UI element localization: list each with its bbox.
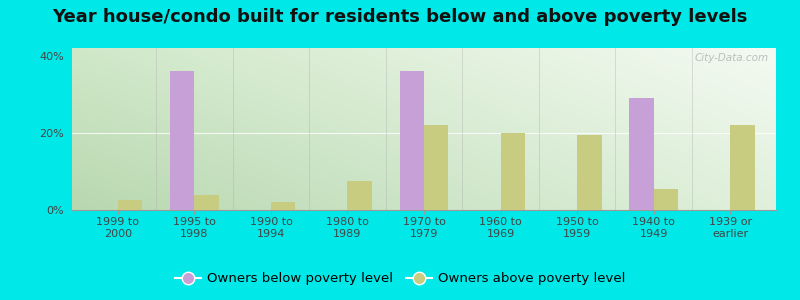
Bar (347, 181, 372, 210)
Bar (118, 200, 142, 210)
Bar (654, 189, 678, 210)
Bar (629, 98, 654, 210)
Legend: Owners below poverty level, Owners above poverty level: Owners below poverty level, Owners above… (170, 267, 630, 290)
Text: City-Data.com: City-Data.com (695, 53, 769, 63)
Bar (194, 195, 219, 210)
Bar (399, 71, 424, 210)
Bar (501, 133, 525, 210)
Bar (271, 202, 295, 210)
Bar (170, 71, 194, 210)
Bar (577, 135, 602, 210)
Bar (730, 125, 754, 210)
Text: Year house/condo built for residents below and above poverty levels: Year house/condo built for residents bel… (52, 8, 748, 26)
Bar (424, 125, 449, 210)
